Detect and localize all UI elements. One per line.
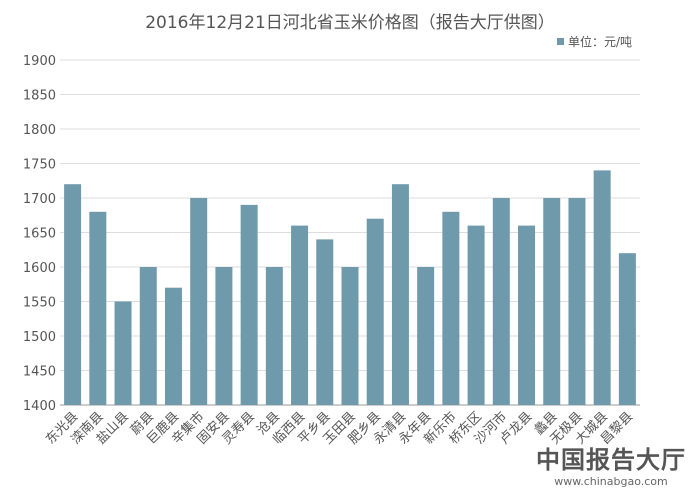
bar	[467, 225, 485, 405]
y-tick-label: 1450	[23, 365, 56, 380]
legend-swatch	[557, 38, 564, 45]
bar	[618, 253, 636, 405]
watermark-name: 中国报告大厅	[536, 446, 686, 474]
y-tick-label: 1400	[23, 399, 56, 414]
bar	[316, 239, 334, 405]
bar	[568, 198, 586, 405]
bar	[265, 267, 283, 405]
bar	[291, 225, 309, 405]
bar	[442, 211, 460, 405]
bar	[164, 287, 182, 405]
bar	[518, 225, 536, 405]
y-tick-label: 1550	[23, 296, 56, 311]
bar	[190, 198, 208, 405]
y-tick-label: 1500	[23, 330, 56, 345]
bar	[417, 267, 435, 405]
bar	[64, 184, 82, 405]
watermark-logo: 中国报告大厅 www.chinabgao.com	[536, 440, 686, 488]
y-tick-label: 1700	[23, 192, 56, 207]
chart-title: 2016年12月21日河北省玉米价格图（报告大厅供图）	[145, 13, 555, 33]
y-tick-label: 1600	[23, 261, 56, 276]
watermark-url: www.chinabgao.com	[554, 475, 668, 488]
bar	[341, 267, 359, 405]
bar	[240, 204, 258, 405]
y-tick-label: 1900	[23, 54, 56, 69]
bar	[366, 218, 384, 405]
bar	[215, 267, 233, 405]
y-tick-label: 1650	[23, 227, 56, 242]
y-tick-label: 1750	[23, 158, 56, 173]
y-tick-label: 1850	[23, 89, 56, 104]
bar	[543, 198, 561, 405]
y-tick-label: 1800	[23, 123, 56, 138]
bar	[492, 198, 510, 405]
bar	[114, 301, 132, 405]
bar	[139, 267, 157, 405]
legend-label: 单位：元/吨	[568, 34, 632, 49]
bar	[391, 184, 409, 405]
bar	[593, 170, 611, 405]
bar	[89, 211, 107, 405]
